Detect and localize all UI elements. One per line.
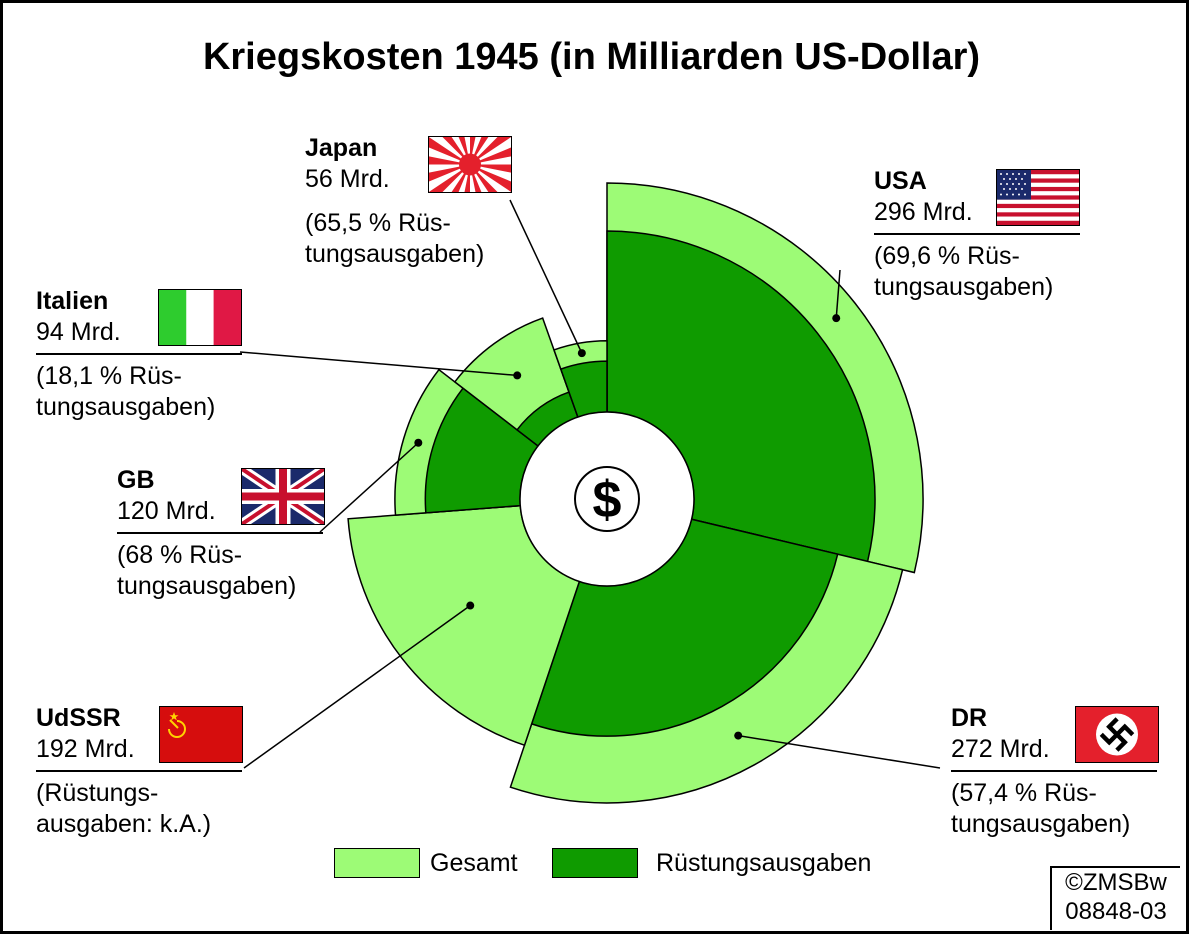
label-dr: DR 272 Mrd. (57,4 % Rüs- tungsausgaben) bbox=[951, 703, 1157, 840]
dollar-coin-icon bbox=[574, 466, 640, 532]
label-japan: Japan 56 Mrd. (65,5 % Rüs- tungsausgaben… bbox=[305, 133, 511, 270]
legend-swatch-ruestung bbox=[552, 848, 638, 878]
label-rule-italien bbox=[36, 353, 242, 355]
chart-title: Kriegskosten 1945 (in Milliarden US-Doll… bbox=[202, 36, 981, 78]
note-usa: (69,6 % Rüs- tungsausgaben) bbox=[874, 242, 1054, 301]
note-gb: (68 % Rüs- tungsausgaben) bbox=[117, 541, 297, 600]
copyright-line2: 08848-03 bbox=[1065, 898, 1167, 925]
note-italien: (18,1 % Rüs- tungsausgaben) bbox=[36, 362, 216, 421]
legend-swatch-gesamt bbox=[334, 848, 420, 878]
leader-line-japan bbox=[509, 199, 583, 354]
reich-flag-icon bbox=[1075, 706, 1159, 763]
leader-dot-udssr bbox=[466, 601, 475, 610]
label-rule-udssr bbox=[36, 770, 242, 772]
leader-line-gb bbox=[319, 442, 419, 533]
country-name-japan: Japan bbox=[305, 134, 378, 162]
label-rule-dr bbox=[951, 770, 1157, 772]
country-name-usa: USA bbox=[874, 167, 927, 195]
value-japan: 56 Mrd. bbox=[305, 165, 390, 193]
leader-line-dr bbox=[738, 734, 941, 769]
label-rule-usa bbox=[874, 233, 1080, 235]
japan-flag-icon bbox=[428, 136, 512, 193]
value-usa: 296 Mrd. bbox=[874, 198, 973, 226]
country-name-dr: DR bbox=[951, 704, 988, 732]
leader-dot-usa bbox=[832, 314, 841, 323]
leader-dot-dr bbox=[734, 731, 743, 740]
leader-dot-gb bbox=[414, 438, 423, 447]
country-name-udssr: UdSSR bbox=[36, 704, 121, 732]
usa-flag-icon bbox=[996, 169, 1080, 226]
leader-line-usa bbox=[835, 269, 841, 319]
country-name-italien: Italien bbox=[36, 287, 109, 315]
dollar-symbol: $ bbox=[593, 471, 622, 529]
label-usa: USA 296 Mrd. (69,6 % Rüs- tungsausgaben) bbox=[874, 166, 1080, 303]
italy-flag-icon bbox=[158, 289, 242, 346]
value-italien: 94 Mrd. bbox=[36, 318, 121, 346]
note-japan: (65,5 % Rüs- tungsausgaben) bbox=[305, 209, 485, 268]
note-udssr: (Rüstungs- ausgaben: k.A.) bbox=[36, 779, 212, 838]
value-gb: 120 Mrd. bbox=[117, 497, 216, 525]
copyright-box: ©ZMSBw 08848-03 bbox=[1050, 866, 1180, 930]
uk-flag-icon bbox=[241, 468, 325, 525]
leader-dot-italien bbox=[513, 371, 522, 380]
leader-line-udssr bbox=[243, 604, 471, 769]
note-dr: (57,4 % Rüs- tungsausgaben) bbox=[951, 779, 1131, 838]
label-gb: GB 120 Mrd. (68 % Rüs- tungsausgaben) bbox=[117, 465, 323, 602]
copyright-line1: ©ZMSBw bbox=[1065, 869, 1167, 896]
label-italien: Italien 94 Mrd. (18,1 % Rüs- tungsausgab… bbox=[36, 286, 242, 423]
legend-label-ruestung: Rüstungsausgaben bbox=[656, 849, 872, 877]
legend-label-gesamt: Gesamt bbox=[430, 849, 518, 877]
country-name-gb: GB bbox=[117, 466, 155, 494]
leader-line-italien bbox=[239, 351, 518, 377]
leader-dot-japan bbox=[577, 349, 586, 358]
value-dr: 272 Mrd. bbox=[951, 735, 1050, 763]
label-udssr: UdSSR 192 Mrd. (Rüstungs- ausgaben: k.A.… bbox=[36, 703, 242, 840]
label-rule-gb bbox=[117, 532, 323, 534]
ussr-flag-icon bbox=[159, 706, 243, 763]
value-udssr: 192 Mrd. bbox=[36, 735, 135, 763]
